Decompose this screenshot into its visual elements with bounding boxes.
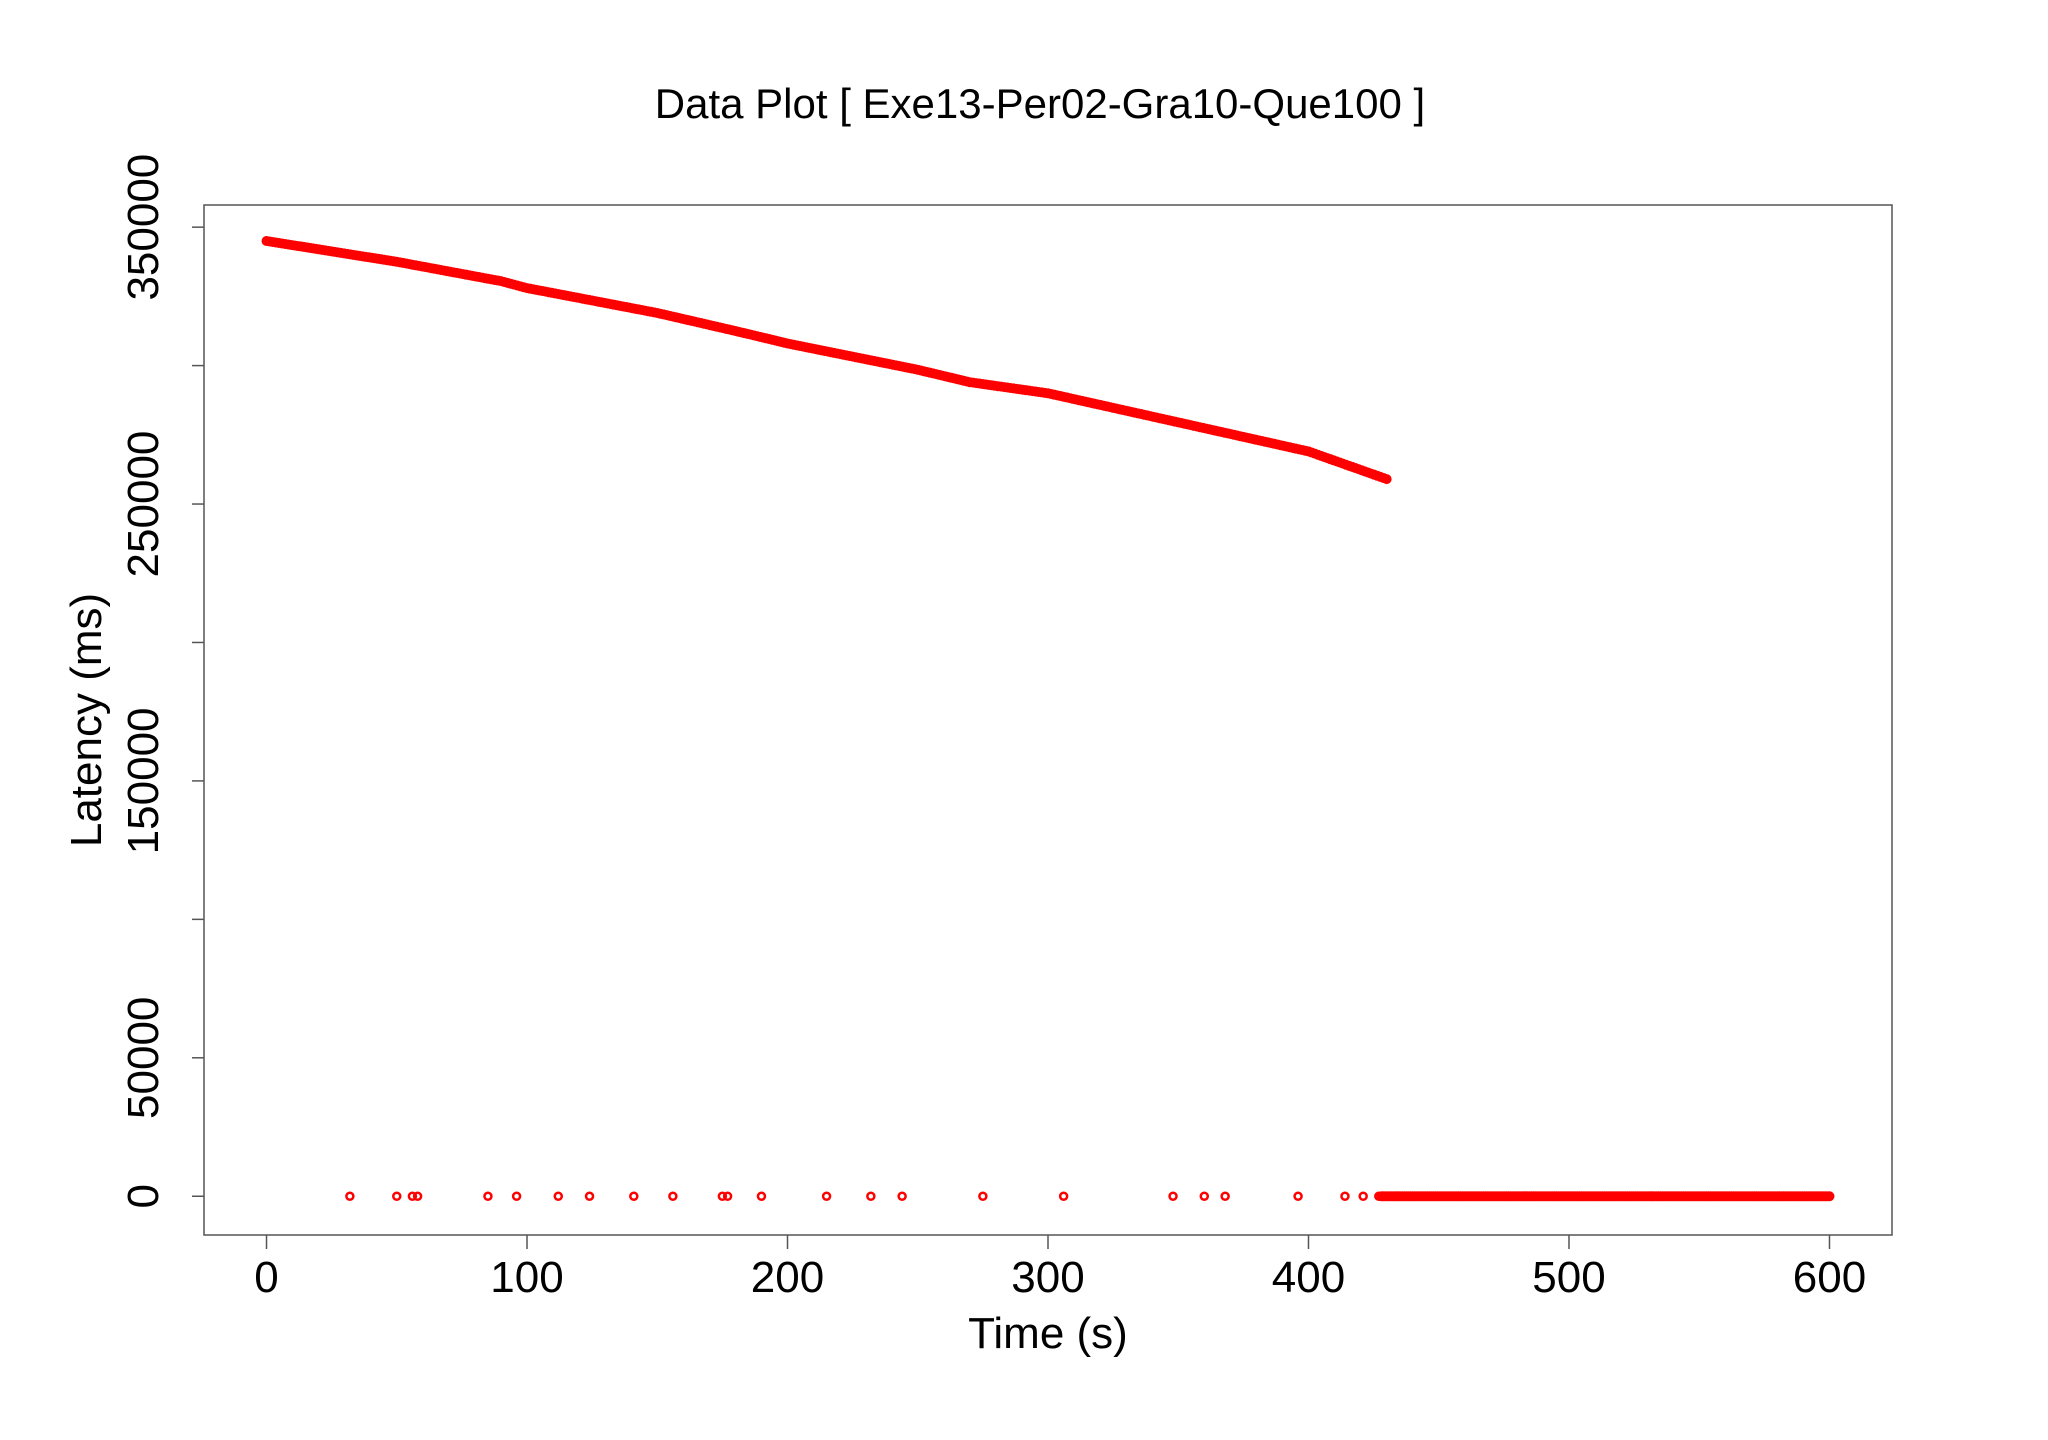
y-tick-label: 250000 bbox=[119, 431, 168, 578]
data-point bbox=[1058, 1191, 1069, 1201]
data-point bbox=[897, 1191, 907, 1201]
data-point bbox=[1824, 1191, 1835, 1202]
data-point bbox=[511, 1191, 522, 1201]
data-point bbox=[1358, 1191, 1368, 1201]
y-axis-title: Latency (ms) bbox=[62, 593, 111, 847]
x-tick-label: 0 bbox=[254, 1253, 278, 1302]
data-point bbox=[1293, 1191, 1303, 1201]
y-tick-label: 0 bbox=[119, 1184, 168, 1208]
x-tick-label: 300 bbox=[1011, 1253, 1084, 1302]
chart-title: Data Plot [ Exe13-Per02-Gra10-Que100 ] bbox=[655, 80, 1425, 127]
data-point bbox=[668, 1191, 678, 1201]
y-tick-label: 350000 bbox=[119, 154, 168, 301]
data-point bbox=[345, 1191, 355, 1201]
data-point bbox=[978, 1191, 988, 1201]
x-tick-label: 100 bbox=[490, 1253, 563, 1302]
data-point bbox=[722, 1191, 733, 1201]
data-point bbox=[629, 1191, 639, 1201]
data-point bbox=[412, 1191, 423, 1201]
x-axis: 0 100 200 300 400 500 600 bbox=[254, 1235, 1866, 1302]
data-point bbox=[1340, 1191, 1350, 1201]
data-point bbox=[407, 1191, 418, 1201]
data-point bbox=[584, 1191, 595, 1201]
data-point bbox=[717, 1191, 728, 1201]
x-tick-label: 600 bbox=[1793, 1253, 1866, 1302]
data-points bbox=[261, 235, 1835, 1202]
data-point bbox=[821, 1191, 832, 1201]
x-tick-label: 200 bbox=[751, 1253, 824, 1302]
data-point bbox=[866, 1191, 876, 1201]
data-point bbox=[553, 1191, 564, 1201]
plot-frame bbox=[203, 204, 1893, 1236]
y-tick-label: 150000 bbox=[119, 707, 168, 854]
x-tick-label: 500 bbox=[1532, 1253, 1605, 1302]
x-tick-label: 400 bbox=[1272, 1253, 1345, 1302]
data-point bbox=[1199, 1191, 1210, 1201]
data-point bbox=[1381, 474, 1392, 485]
data-point bbox=[1220, 1191, 1230, 1201]
data-point bbox=[483, 1191, 493, 1201]
data-point bbox=[1168, 1191, 1178, 1201]
data-point bbox=[392, 1191, 402, 1201]
data-point bbox=[756, 1191, 767, 1201]
y-tick-label: 50000 bbox=[119, 997, 168, 1119]
y-axis: 0 50000 150000 250000 350000 bbox=[119, 154, 204, 1208]
x-axis-title: Time (s) bbox=[968, 1309, 1128, 1358]
